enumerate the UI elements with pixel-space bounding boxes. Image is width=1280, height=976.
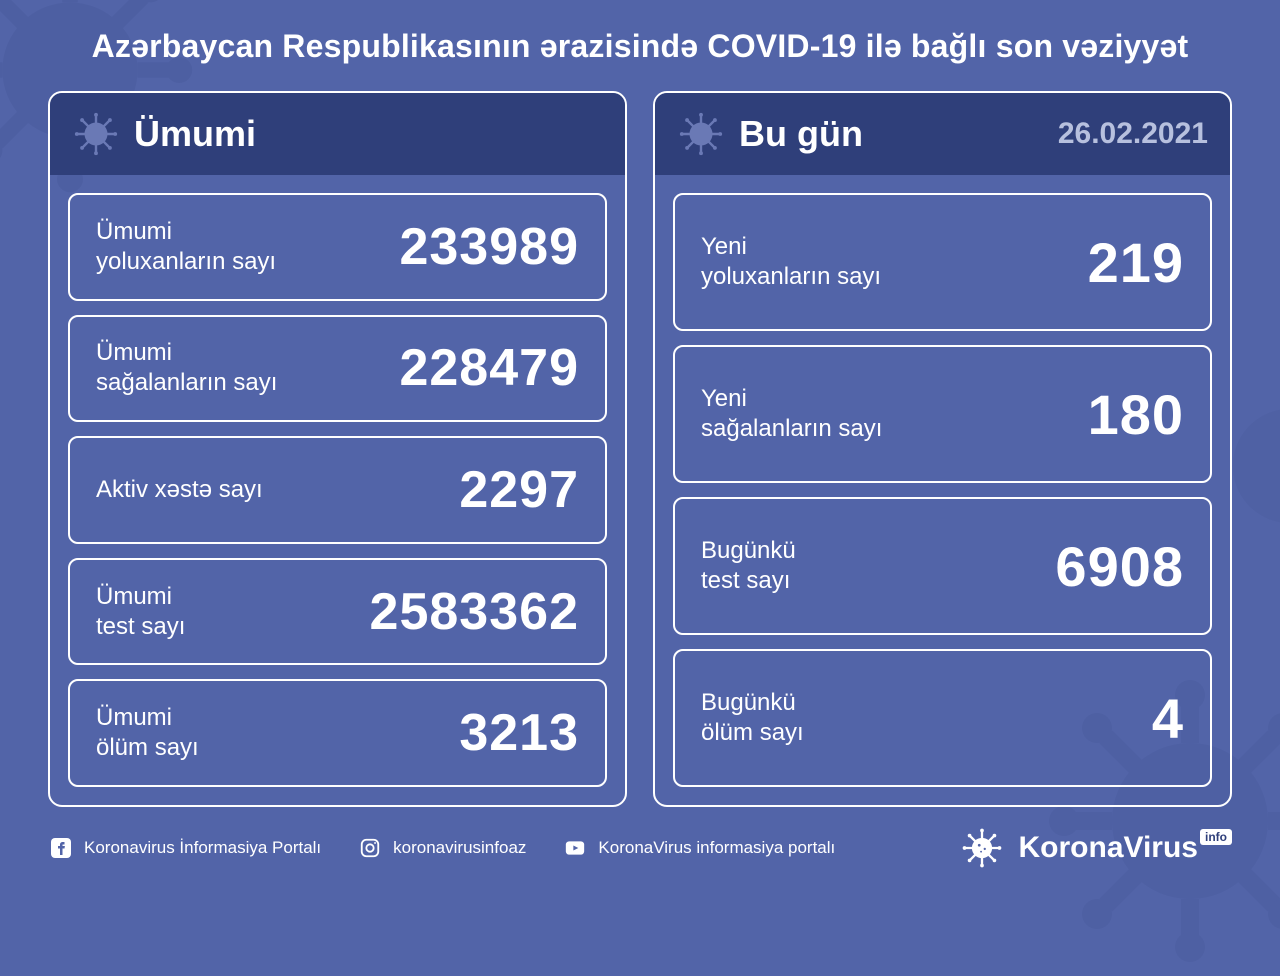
stat-today-deaths: Bugünküölüm sayı 4: [673, 649, 1212, 787]
panel-total: Ümumi Ümumiyoluxanların sayı 233989 Ümum…: [48, 91, 627, 807]
stat-total-recovered: Ümumisağalanların sayı 228479: [68, 315, 607, 423]
virus-icon: [959, 825, 1005, 871]
brand-name: KoronaVirus: [1019, 831, 1199, 864]
brand: KoronaVirusinfo: [959, 825, 1233, 871]
panels-row: Ümumi Ümumiyoluxanların sayı 233989 Ümum…: [48, 91, 1232, 807]
social-youtube-label: KoronaVirus informasiya portalı: [598, 838, 835, 858]
stat-new-recovered: Yenisağalanların sayı 180: [673, 345, 1212, 483]
panel-today-body: Yeniyoluxanların sayı 219 Yenisağalanlar…: [655, 175, 1230, 805]
page-title: Azərbaycan Respublikasının ərazisində CO…: [48, 28, 1232, 65]
stat-new-infected: Yeniyoluxanların sayı 219: [673, 193, 1212, 331]
social-instagram-label: koronavirusinfoaz: [393, 838, 526, 858]
stat-label: Yeniyoluxanların sayı: [701, 232, 881, 292]
footer: Koronavirus İnformasiya Portalı koronavi…: [48, 807, 1232, 871]
brand-text: KoronaVirusinfo: [1019, 831, 1233, 865]
social-facebook: Koronavirus İnformasiya Portalı: [48, 835, 321, 861]
stat-label: Ümumiyoluxanların sayı: [96, 217, 276, 277]
virus-icon: [677, 110, 725, 158]
panel-today-title: Bu gün: [739, 113, 863, 155]
stat-value: 219: [1088, 230, 1184, 295]
stat-total-tests: Ümumitest sayı 2583362: [68, 558, 607, 666]
stat-active-patients: Aktiv xəstə sayı 2297: [68, 436, 607, 544]
social-youtube: KoronaVirus informasiya portalı: [562, 835, 835, 861]
panel-today: Bu gün 26.02.2021 Yeniyoluxanların sayı …: [653, 91, 1232, 807]
facebook-icon: [48, 835, 74, 861]
stat-value: 4: [1152, 686, 1184, 751]
stat-value: 233989: [399, 217, 579, 277]
panel-total-header: Ümumi: [50, 93, 625, 175]
panel-total-body: Ümumiyoluxanların sayı 233989 Ümumisağal…: [50, 175, 625, 805]
panel-today-date: 26.02.2021: [1058, 117, 1208, 151]
stat-value: 6908: [1055, 534, 1184, 599]
social-facebook-label: Koronavirus İnformasiya Portalı: [84, 838, 321, 858]
stat-label: Bugünkütest sayı: [701, 536, 796, 596]
stat-value: 2583362: [370, 582, 579, 642]
stat-label: Yenisağalanların sayı: [701, 384, 882, 444]
stat-today-tests: Bugünkütest sayı 6908: [673, 497, 1212, 635]
stat-label: Aktiv xəstə sayı: [96, 475, 263, 505]
stat-label: Ümumisağalanların sayı: [96, 338, 277, 398]
social-instagram: koronavirusinfoaz: [357, 835, 526, 861]
stat-label: Ümumitest sayı: [96, 582, 185, 642]
instagram-icon: [357, 835, 383, 861]
stat-value: 3213: [459, 703, 579, 763]
virus-icon: [72, 110, 120, 158]
stat-total-infected: Ümumiyoluxanların sayı 233989: [68, 193, 607, 301]
stat-total-deaths: Ümumiölüm sayı 3213: [68, 679, 607, 787]
panel-today-header: Bu gün 26.02.2021: [655, 93, 1230, 175]
stat-value: 2297: [459, 460, 579, 520]
brand-badge: info: [1200, 829, 1232, 845]
stat-value: 228479: [399, 338, 579, 398]
panel-total-title: Ümumi: [134, 113, 256, 155]
stat-value: 180: [1088, 382, 1184, 447]
stat-label: Bugünküölüm sayı: [701, 688, 804, 748]
stat-label: Ümumiölüm sayı: [96, 703, 199, 763]
youtube-icon: [562, 835, 588, 861]
